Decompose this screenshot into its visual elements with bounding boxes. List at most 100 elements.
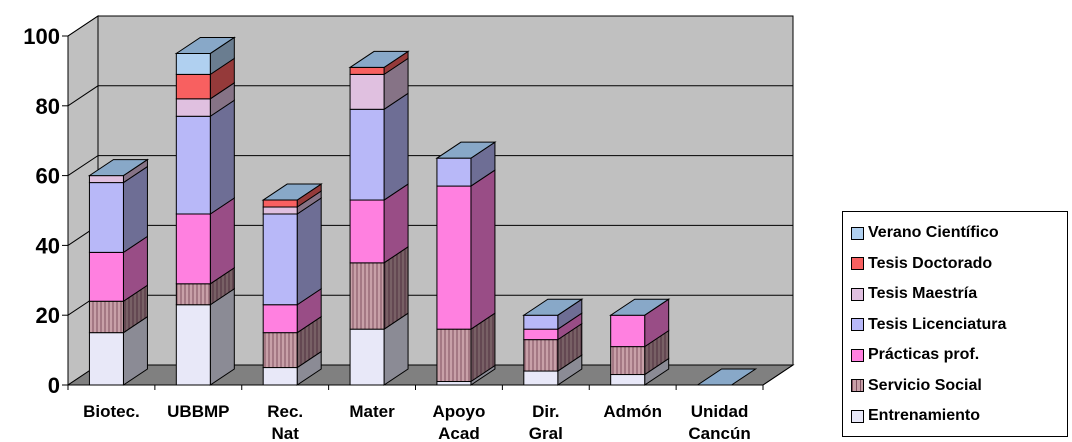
legend-swatch [851,287,864,301]
bar-segment-0-2 [88,251,124,302]
legend-label: Verano Científico [868,224,999,242]
x-tick-label-0-0: Biotec. [83,402,140,421]
x-tick-label-4-0: Apoyo [432,402,485,421]
bar-segment-2-3 [262,213,298,306]
bar-segment-4-2 [436,185,472,330]
legend-item: Prácticas prof. [851,340,1067,371]
legend-label: Servicio Social [868,376,982,394]
legend-swatch [851,318,864,332]
bar-top-3 [348,50,410,68]
y-axis-ticks: 0 20 40 60 80 100 [23,24,68,398]
legend-label: Entrenamiento [868,407,981,425]
bar-stack-2 [261,183,323,386]
x-tick-label-6-0: Admón [603,402,662,421]
x-tick-label-1-0: UBBMP [167,402,229,421]
bar-stack-4 [435,141,497,386]
legend-swatch [851,226,864,240]
bar-side-1-0 [209,287,235,386]
x-tick-label-2-1: Nat [271,424,299,442]
bar-top-1 [174,36,236,54]
legend-item: Verano Científico [851,218,1067,249]
bar-segment-3-3 [349,108,385,201]
bar-top-2 [261,183,323,201]
bar-segment-3-0 [349,328,385,386]
bar-segment-0-0 [88,332,124,386]
chart-bars [87,36,758,386]
bar-segment-1-4 [175,98,211,117]
legend-item: Tesis Doctorado [851,249,1067,280]
chart-legend: Verano Científico Tesis Doctorado Tesis Ma… [842,211,1068,437]
bar-segment-4-0 [436,381,472,386]
bar-segment-3-4 [349,73,385,110]
bar-segment-3-2 [349,199,385,264]
bar-side-1-3 [209,99,235,215]
legend-swatch [851,379,864,393]
legend-label: Prácticas prof. [868,346,980,364]
bar-stack-0 [87,158,150,386]
bar-stack-6 [609,298,671,386]
x-axis-ticks: Biotec. UBBMP Rec. Nat Mater Apoyo Acad Dir. Gra… [67,385,764,442]
bar-segment-5-1 [523,339,559,372]
bar-segment-1-2 [175,213,211,285]
legend-item: Tesis Maestría [851,279,1067,310]
floor-edge [762,364,794,386]
bar-side-2-3 [296,197,322,306]
gridline-100 [67,15,793,37]
bar-segment-3-1 [349,262,385,330]
bar-segment-4-3 [436,157,472,187]
bar-segment-2-1 [262,332,298,369]
bar-segment-3-5 [349,66,385,75]
bar-top-0 [87,159,150,177]
bar-segment-0-3 [88,182,124,253]
bar-segment-5-3 [523,314,559,330]
y-tick-label-20: 20 [36,303,60,328]
bar-segment-2-2 [262,304,298,334]
bar-top-6 [609,298,671,316]
legend-swatch [851,409,864,423]
bar-stack-5 [522,298,584,386]
bar-segment-1-0 [175,304,211,386]
bar-segment-1-5 [175,73,211,100]
bar-segment-6-2 [610,314,646,348]
bar-segment-1-6 [175,52,211,75]
legend-item: Servicio Social [851,371,1067,402]
bar-segment-1-1 [175,283,211,306]
gridline-80 [67,85,793,107]
x-tick-label-4-1: Acad [438,424,480,442]
y-tick-label-0: 0 [48,373,60,398]
y-tick-label-60: 60 [36,164,60,189]
bar-segment-2-4 [262,206,298,215]
legend-item: Tesis Licenciatura [851,310,1067,341]
y-tick-label-40: 40 [36,233,60,258]
bar-segment-1-3 [175,115,211,215]
bar-side-4-2 [470,169,496,331]
x-tick-label-7-1: Cancún [688,424,750,442]
bar-segment-2-5 [262,199,298,208]
legend-label: Tesis Licenciatura [868,315,1007,333]
bar-top-4 [435,141,497,159]
bar-segment-0-1 [88,300,124,334]
x-tick-label-3-0: Mater [349,402,395,421]
bar-stack-1 [174,36,236,386]
bar-segment-5-0 [523,370,559,386]
legend-item: Entrenamiento [851,401,1067,432]
bar-top-5 [522,298,584,316]
legend-swatch [851,348,864,362]
bar-side-3-3 [383,92,409,201]
bar-segment-4-1 [436,328,472,383]
bar-segment-6-1 [610,346,646,376]
legend-swatch [851,257,864,271]
x-tick-label-7-0: Unidad [691,402,749,421]
bar-segment-2-0 [262,367,298,386]
bar-segment-6-0 [610,374,646,386]
bar-segment-5-2 [523,328,559,341]
x-tick-label-5-0: Dir. [532,402,559,421]
y-tick-label-100: 100 [23,24,60,49]
legend-label: Tesis Maestría [868,285,978,303]
bar-segment-0-4 [88,175,124,184]
bar-stack-3 [348,50,410,386]
y-tick-label-80: 80 [36,94,60,119]
x-tick-label-2-0: Rec. [267,402,303,421]
gridline-60 [67,155,793,177]
